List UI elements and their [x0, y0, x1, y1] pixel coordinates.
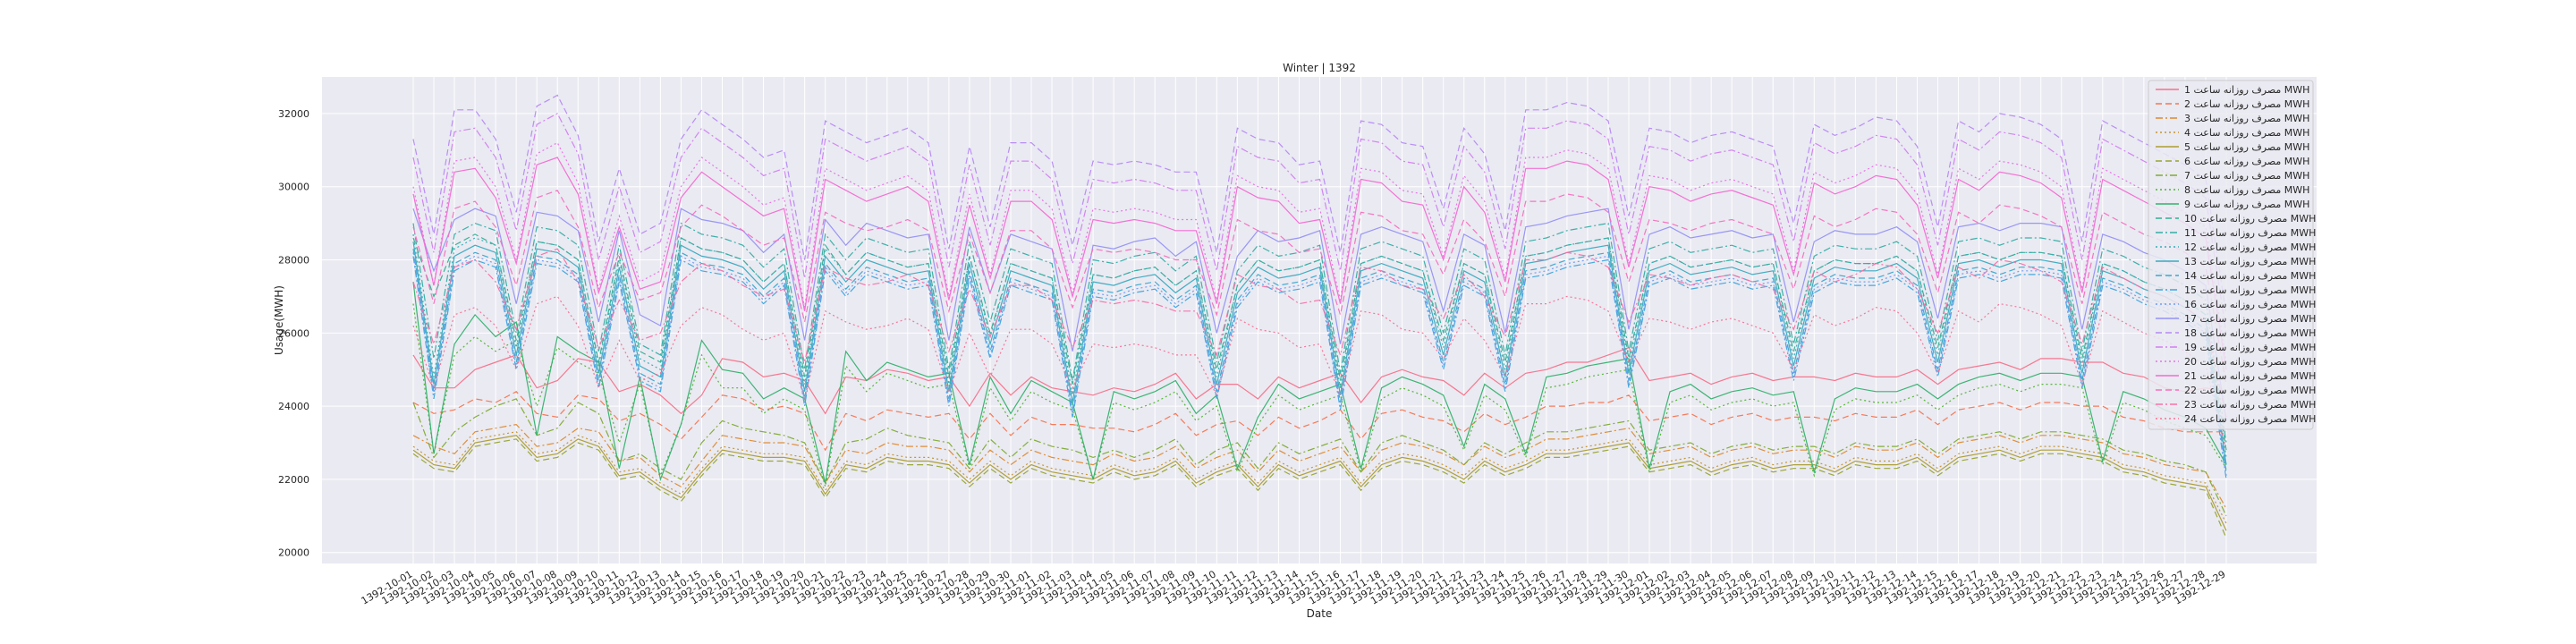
series-lines	[412, 94, 2227, 538]
y-tick-label: 24000	[278, 401, 309, 412]
series-line-8	[412, 303, 2227, 487]
legend-label-14: مصرف روزانه ساعت 14 MWH	[2184, 270, 2316, 282]
series-line-5	[412, 435, 2227, 531]
y-tick-label: 32000	[278, 108, 309, 120]
series-line-18	[412, 94, 2227, 315]
series-line-12	[412, 233, 2227, 458]
series-line-14	[412, 249, 2227, 472]
series-line-22	[412, 190, 2227, 385]
y-tick-label: 28000	[278, 255, 309, 267]
series-line-1	[412, 346, 2227, 415]
series-line-9	[412, 282, 2227, 484]
y-tick-labels: 20000 22000 24000 26000 28000 30000 32000	[278, 108, 309, 559]
y-tick-label: 20000	[278, 547, 309, 559]
y-tick-label: 22000	[278, 474, 309, 486]
series-line-3	[412, 423, 2227, 509]
legend-label-7: مصرف روزانه ساعت 7 MWH	[2184, 170, 2309, 182]
legend-label-24: مصرف روزانه ساعت 24 MWH	[2184, 413, 2316, 425]
series-line-2	[412, 391, 2226, 452]
legend-label-12: مصرف روزانه ساعت 12 MWH	[2184, 242, 2316, 253]
legend-label-15: مصرف روزانه ساعت 15 MWH	[2184, 284, 2316, 296]
legend-frame	[2148, 80, 2314, 430]
legend-label-4: مصرف روزانه ساعت 4 MWH	[2184, 127, 2309, 139]
legend-label-2: مصرف روزانه ساعت 2 MWH	[2184, 98, 2309, 110]
legend-label-8: مصرف روزانه ساعت 8 MWH	[2184, 184, 2309, 196]
legend-label-23: مصرف روزانه ساعت 23 MWH	[2184, 399, 2316, 411]
legend-label-13: مصرف روزانه ساعت 13 MWH	[2184, 256, 2316, 267]
series-line-13	[412, 242, 2227, 465]
series-line-19	[412, 113, 2227, 334]
series-line-15	[412, 256, 2227, 479]
y-axis-title: Usage(MWH)	[273, 285, 285, 355]
legend-label-21: مصرف روزانه ساعت 21 MWH	[2184, 370, 2316, 382]
y-tick-label: 30000	[278, 182, 309, 193]
legend-label-5: مصرف روزانه ساعت 5 MWH	[2184, 141, 2309, 153]
series-line-6	[412, 438, 2227, 538]
series-line-17	[412, 208, 2227, 421]
series-line-4	[412, 431, 2227, 524]
legend-label-11: مصرف روزانه ساعت 11 MWH	[2184, 227, 2316, 239]
legend-label-17: مصرف روزانه ساعت 17 MWH	[2184, 313, 2316, 325]
legend-label-20: مصرف روزانه ساعت 20 MWH	[2184, 356, 2316, 368]
x-axis-title: Date	[1307, 607, 1333, 620]
y-tick-label: 26000	[278, 327, 309, 339]
legend-label-10: مصرف روزانه ساعت 10 MWH	[2184, 213, 2316, 225]
series-line-21	[412, 157, 2227, 370]
x-tick-labels: 1392-10-011392-10-021392-10-031392-10-04…	[360, 568, 2228, 606]
series-line-11	[412, 222, 2227, 444]
legend-label-18: مصرف روزانه ساعت 18 MWH	[2184, 327, 2316, 339]
legend-label-3: مصرف روزانه ساعت 3 MWH	[2184, 113, 2309, 124]
legend: مصرف روزانه ساعت 1 MWH مصرف روزانه ساعت 2…	[2148, 80, 2316, 430]
legend-label-9: مصرف روزانه ساعت 9 MWH	[2184, 199, 2309, 210]
series-line-23	[412, 248, 2227, 418]
legend-label-22: مصرف روزانه ساعت 22 MWH	[2184, 385, 2316, 396]
legend-label-16: مصرف روزانه ساعت 16 MWH	[2184, 299, 2316, 310]
legend-label-1: مصرف روزانه ساعت 1 MWH	[2184, 84, 2309, 96]
series-line-24	[412, 295, 2227, 451]
legend-label-19: مصرف روزانه ساعت 19 MWH	[2184, 342, 2316, 353]
series-line-16	[412, 252, 2227, 476]
legend-label-6: مصرف روزانه ساعت 6 MWH	[2184, 156, 2309, 167]
series-line-7	[412, 398, 2227, 517]
chart-title: Winter | 1392	[1283, 62, 1356, 74]
series-line-20	[412, 141, 2227, 363]
